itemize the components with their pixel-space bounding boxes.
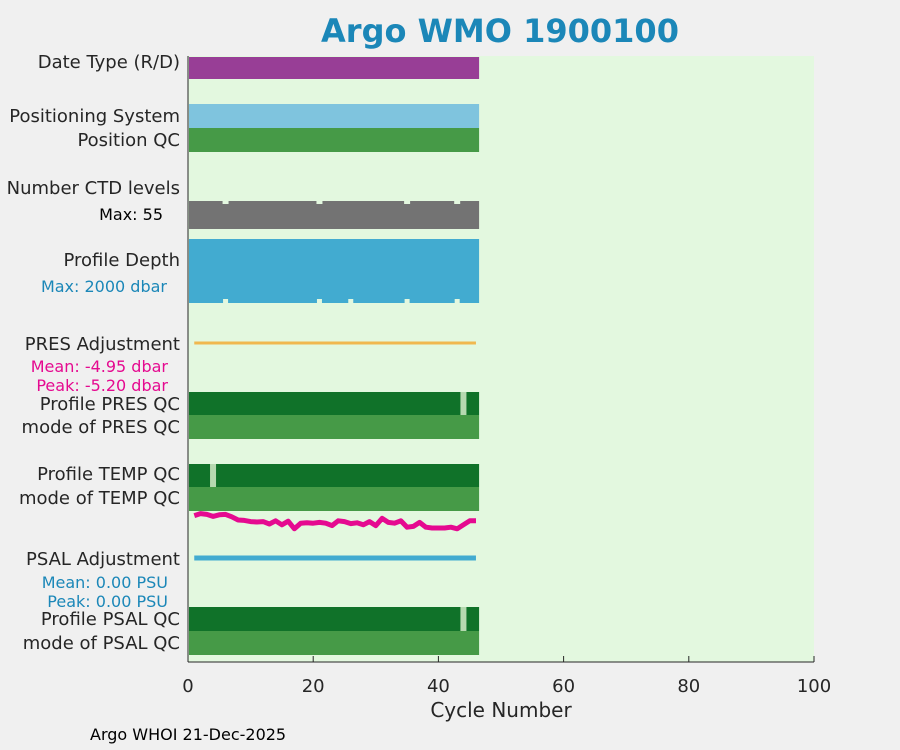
- ctd-gap-mark: [454, 201, 461, 204]
- temp-qc-flag: [210, 464, 217, 487]
- profile-temp-qc-bar: [189, 464, 480, 487]
- ctd-max-note: Max: 55: [99, 205, 163, 224]
- depth-max-note: Max: 2000 dbar: [40, 277, 167, 296]
- mode-pres-qc-bar: [189, 415, 480, 439]
- psal-mean-note: Mean: 0.00 PSU: [41, 573, 168, 592]
- row-label-psal-adjustment: PSAL Adjustment: [25, 549, 180, 570]
- ctd-gap-mark: [316, 201, 323, 204]
- depth-gap-mark: [454, 299, 460, 303]
- positioning-system-bar: [189, 104, 480, 128]
- row-label-profile-depth: Profile Depth: [63, 250, 180, 271]
- x-tick-label: 60: [552, 676, 575, 697]
- footer-text: Argo WHOI 21-Dec-2025: [90, 725, 287, 744]
- psal-peak-note: Peak: 0.00 PSU: [47, 592, 168, 611]
- pres-peak-note: Peak: -5.20 dbar: [36, 376, 168, 395]
- mode-temp-qc-bar: [189, 487, 480, 511]
- ctd-levels-bar: [189, 201, 480, 229]
- mode-psal-qc-bar: [189, 631, 480, 655]
- pres-mean-note: Mean: -4.95 dbar: [30, 357, 168, 376]
- depth-gap-mark: [223, 299, 229, 303]
- row-label-mode-pres-qc: mode of PRES QC: [21, 417, 180, 438]
- row-label-date-type: Date Type (R/D): [37, 52, 180, 73]
- row-label-profile-temp-qc: Profile TEMP QC: [37, 464, 180, 485]
- chart-title: Argo WMO 1900100: [321, 12, 679, 50]
- depth-gap-mark: [404, 299, 410, 303]
- temp-adjustment-line: [193, 511, 476, 532]
- pres-qc-flag: [460, 392, 467, 415]
- depth-gap-mark: [348, 299, 354, 303]
- row-label-mode-temp-qc: mode of TEMP QC: [18, 488, 180, 509]
- position-qc-bar: [189, 128, 480, 152]
- row-label-positioning-system: Positioning System: [9, 106, 180, 127]
- profile-psal-qc-bar: [189, 607, 480, 631]
- row-label-pres-adjustment: PRES Adjustment: [24, 334, 180, 355]
- x-axis-label: Cycle Number: [430, 698, 572, 722]
- profile-depth-bar: [189, 239, 480, 303]
- plot-panel: [188, 56, 814, 662]
- row-label-mode-psal-qc: mode of PSAL QC: [22, 633, 180, 654]
- date-type-bar: [189, 57, 480, 79]
- row-label-position-qc: Position QC: [77, 130, 180, 151]
- x-tick-label: 20: [302, 676, 325, 697]
- psal-qc-flag: [460, 607, 467, 631]
- ctd-gap-mark: [222, 201, 229, 204]
- row-label-profile-pres-qc: Profile PRES QC: [39, 394, 180, 415]
- x-tick-label: 80: [677, 676, 700, 697]
- ctd-gap-mark: [404, 201, 411, 204]
- profile-pres-qc-bar: [189, 392, 480, 415]
- depth-gap-mark: [316, 299, 322, 303]
- x-tick-label: 40: [427, 676, 450, 697]
- x-tick-label: 0: [182, 676, 193, 697]
- row-label-profile-psal-qc: Profile PSAL QC: [40, 609, 180, 630]
- row-label-ctd-levels: Number CTD levels: [6, 178, 180, 199]
- x-tick-label: 100: [797, 676, 831, 697]
